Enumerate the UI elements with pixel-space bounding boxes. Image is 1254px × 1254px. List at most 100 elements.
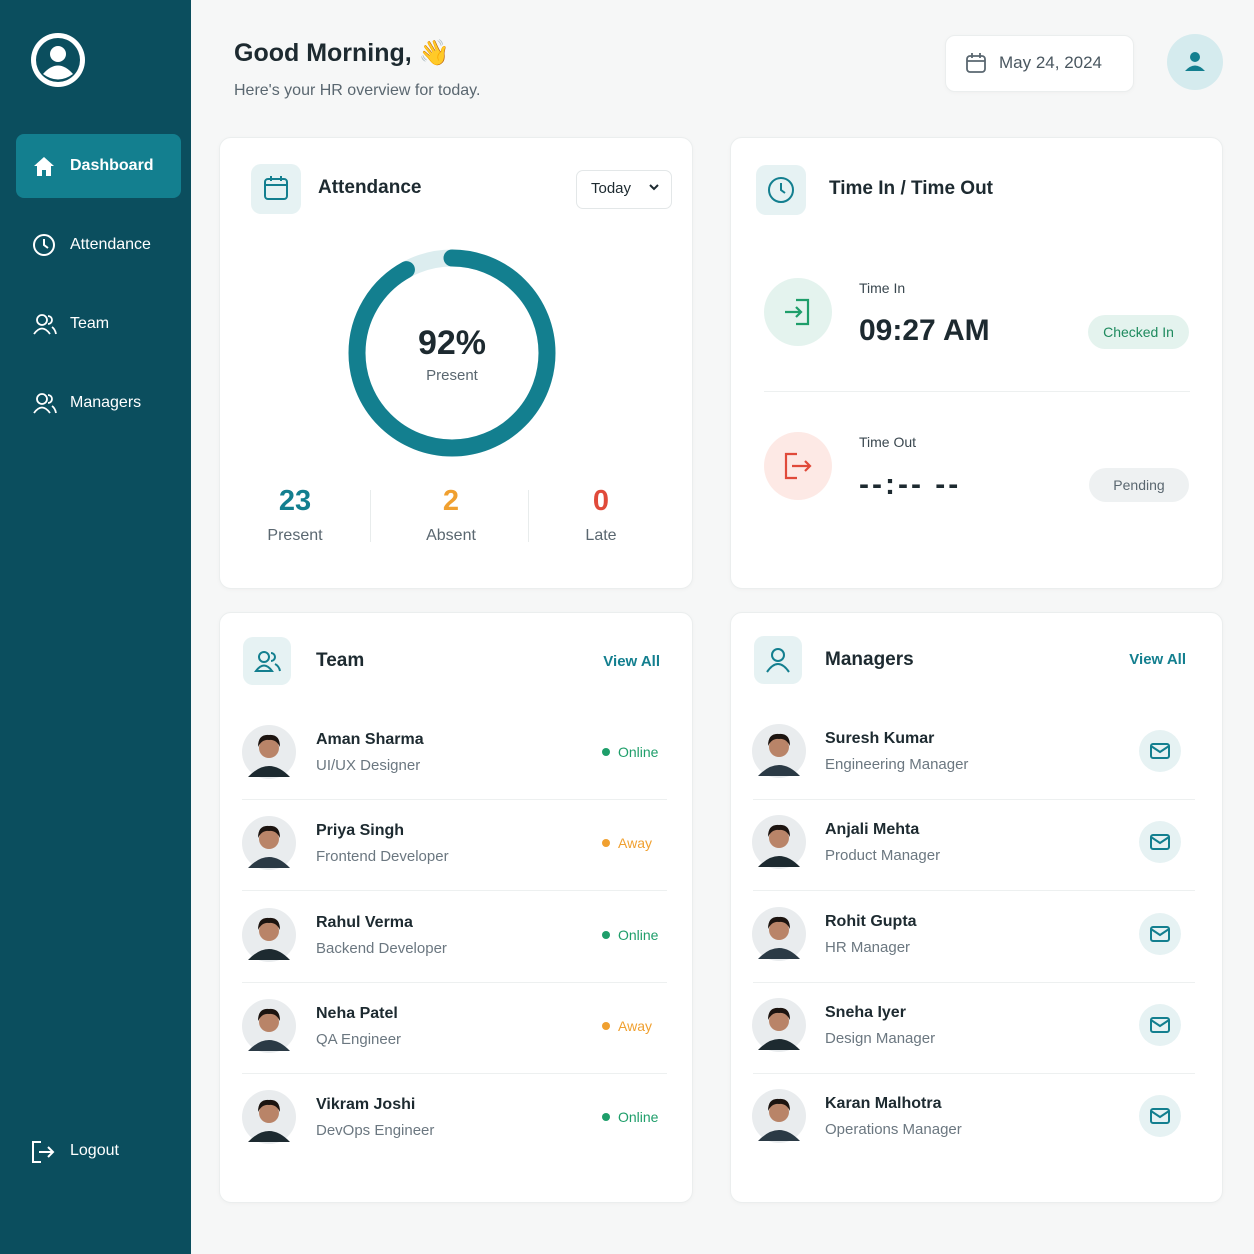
ring-arc — [348, 249, 556, 457]
avatar — [752, 998, 806, 1052]
status-dot — [602, 839, 610, 847]
nav-item[interactable]: Dashboard — [70, 157, 154, 174]
home-icon — [34, 157, 54, 176]
avatar — [242, 1090, 296, 1144]
member-status: Away — [618, 1018, 652, 1034]
view-all[interactable]: View All — [1129, 651, 1186, 668]
member-status: Online — [618, 744, 659, 760]
logout[interactable]: Logout — [70, 1142, 119, 1159]
sidebar: Dashboard Attendance Team Managers Logou… — [0, 0, 191, 1254]
divider — [242, 890, 667, 891]
nav-item[interactable]: Team — [70, 315, 110, 332]
mail-button[interactable] — [1139, 1004, 1181, 1046]
team-icon — [33, 314, 57, 335]
divider — [753, 1073, 1195, 1074]
avatar — [752, 724, 806, 778]
mail-button[interactable] — [1139, 821, 1181, 863]
mail-button[interactable] — [1139, 913, 1181, 955]
avatar-body — [248, 766, 290, 777]
manager-role: Product Manager — [825, 847, 941, 864]
member-role: QA Engineer — [316, 1031, 402, 1048]
avatar-body — [248, 1040, 290, 1051]
avatar-body — [248, 949, 290, 960]
logout-icon — [32, 1141, 55, 1163]
nav-item[interactable]: Managers — [70, 394, 142, 411]
card-title: Team — [316, 650, 365, 671]
filter: Today — [591, 180, 632, 197]
member-name: Aman Sharma — [316, 731, 424, 748]
manager-icon — [766, 648, 790, 673]
manager-name: Sneha Iyer — [825, 1004, 906, 1021]
avatar-hair — [768, 1098, 790, 1111]
member-status: Online — [618, 1109, 659, 1125]
stat-label: Absent — [426, 527, 476, 544]
member-status: Away — [618, 835, 652, 851]
team-card — [219, 612, 693, 1203]
stat-label: Late — [585, 527, 617, 544]
divider — [242, 799, 667, 800]
divider — [753, 982, 1195, 983]
manager-name: Anjali Mehta — [825, 821, 920, 838]
avatar — [752, 907, 806, 961]
avatar-face — [769, 1011, 789, 1031]
avatar-body — [758, 1039, 800, 1050]
divider — [370, 490, 371, 542]
avatar — [242, 999, 296, 1053]
member-role: UI/UX Designer — [316, 757, 421, 774]
divider — [764, 391, 1190, 392]
calendar-icon — [966, 53, 986, 73]
avatar — [752, 815, 806, 869]
status-dot — [602, 1022, 610, 1030]
status: Pending — [1113, 477, 1165, 493]
member-status: Online — [618, 927, 659, 943]
avatar — [242, 908, 296, 962]
profile-button[interactable] — [1167, 34, 1223, 90]
mail-button[interactable] — [1139, 730, 1181, 772]
filter-dropdown[interactable] — [576, 170, 672, 209]
avatar-body — [248, 1131, 290, 1142]
manager-name: Suresh Kumar — [825, 730, 935, 747]
avatar-hair — [768, 916, 790, 929]
avatar-face — [769, 737, 789, 757]
date: May 24, 2024 — [999, 53, 1103, 72]
mail-icon — [1150, 926, 1170, 942]
manager-role: Operations Manager — [825, 1121, 962, 1138]
time-value: 09:27 AM — [859, 314, 990, 347]
mail-button[interactable] — [1139, 1095, 1181, 1137]
mail-flap — [1150, 1019, 1170, 1028]
icon-box — [251, 164, 301, 214]
mail-flap — [1150, 836, 1170, 845]
subtitle: Here's your HR overview for today. — [234, 82, 481, 99]
chevron — [649, 184, 659, 191]
avatar-body — [758, 948, 800, 959]
view-all[interactable]: View All — [603, 653, 660, 670]
mail-flap — [1150, 745, 1170, 754]
avatar-hair — [258, 825, 280, 838]
manager-role: HR Manager — [825, 939, 911, 956]
status-dot — [602, 1113, 610, 1121]
divider — [242, 1073, 667, 1074]
manager-role: Engineering Manager — [825, 756, 969, 773]
nav-item[interactable]: Attendance — [70, 236, 151, 253]
avatar-body — [758, 1130, 800, 1141]
status-pill — [1089, 468, 1189, 502]
avatar-face — [769, 920, 789, 940]
stat-value: 23 — [278, 485, 312, 517]
member-name: Vikram Joshi — [316, 1096, 416, 1113]
avatar-hair — [258, 734, 280, 747]
date-picker[interactable] — [945, 35, 1134, 92]
manager-role: Design Manager — [825, 1030, 936, 1047]
manager-name: Rohit Gupta — [825, 913, 917, 930]
member-name: Rahul Verma — [316, 914, 413, 931]
avatar — [752, 1089, 806, 1143]
member-role: DevOps Engineer — [316, 1122, 435, 1139]
mail-icon — [1150, 1017, 1170, 1033]
clock-icon — [33, 234, 55, 256]
avatar-body — [758, 856, 800, 867]
avatar-face — [259, 829, 279, 849]
user-avatar — [31, 33, 85, 87]
time-value: --:-- -- — [859, 468, 962, 501]
rate-ring — [348, 249, 556, 457]
team-icon — [254, 651, 281, 672]
